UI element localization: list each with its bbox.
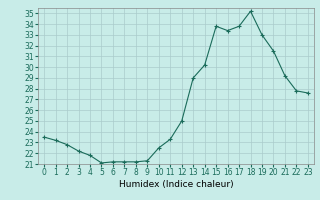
X-axis label: Humidex (Indice chaleur): Humidex (Indice chaleur) xyxy=(119,180,233,189)
